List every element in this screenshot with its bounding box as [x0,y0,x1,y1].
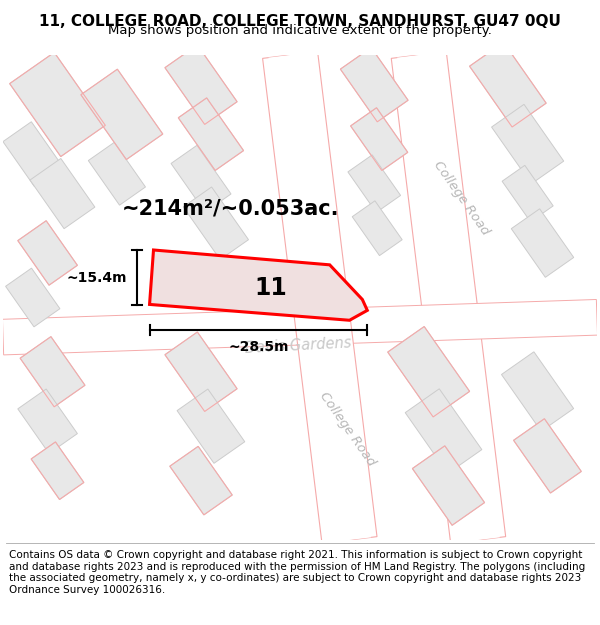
Text: ~214m²/~0.053ac.: ~214m²/~0.053ac. [122,198,340,218]
Polygon shape [81,69,163,159]
Text: Davis Gardens: Davis Gardens [244,336,352,356]
Polygon shape [170,446,232,515]
Polygon shape [352,201,402,256]
Polygon shape [268,52,371,542]
Polygon shape [5,268,60,327]
Polygon shape [511,209,574,278]
Polygon shape [350,107,408,171]
Polygon shape [3,122,62,186]
Polygon shape [171,146,231,212]
Polygon shape [31,442,84,499]
Polygon shape [263,52,377,543]
Polygon shape [165,332,237,411]
Polygon shape [391,52,506,543]
Polygon shape [18,389,77,454]
Polygon shape [412,446,485,525]
Polygon shape [470,42,546,127]
Polygon shape [20,337,85,407]
Polygon shape [348,155,401,212]
Text: 11, COLLEGE ROAD, COLLEGE TOWN, SANDHURST, GU47 0QU: 11, COLLEGE ROAD, COLLEGE TOWN, SANDHURS… [39,14,561,29]
Text: Map shows position and indicative extent of the property.: Map shows position and indicative extent… [108,24,492,38]
Polygon shape [10,52,106,157]
Polygon shape [172,255,358,308]
Polygon shape [177,389,245,463]
Text: Contains OS data © Crown copyright and database right 2021. This information is : Contains OS data © Crown copyright and d… [9,550,585,595]
Polygon shape [149,250,367,320]
Text: College Road: College Road [317,389,378,469]
Polygon shape [514,419,581,493]
Polygon shape [30,159,95,229]
Polygon shape [183,187,248,259]
Text: ~28.5m: ~28.5m [228,340,289,354]
Polygon shape [165,45,237,124]
Polygon shape [88,142,145,205]
Text: 11: 11 [254,276,287,299]
Polygon shape [502,352,574,431]
Text: ~15.4m: ~15.4m [66,271,127,285]
Polygon shape [502,166,553,222]
Polygon shape [178,98,244,171]
Polygon shape [18,221,77,285]
Text: College Road: College Road [431,159,492,238]
Polygon shape [405,389,482,474]
Polygon shape [2,299,598,355]
Polygon shape [491,104,564,184]
Polygon shape [388,326,470,417]
Polygon shape [340,48,408,122]
Polygon shape [397,52,500,542]
